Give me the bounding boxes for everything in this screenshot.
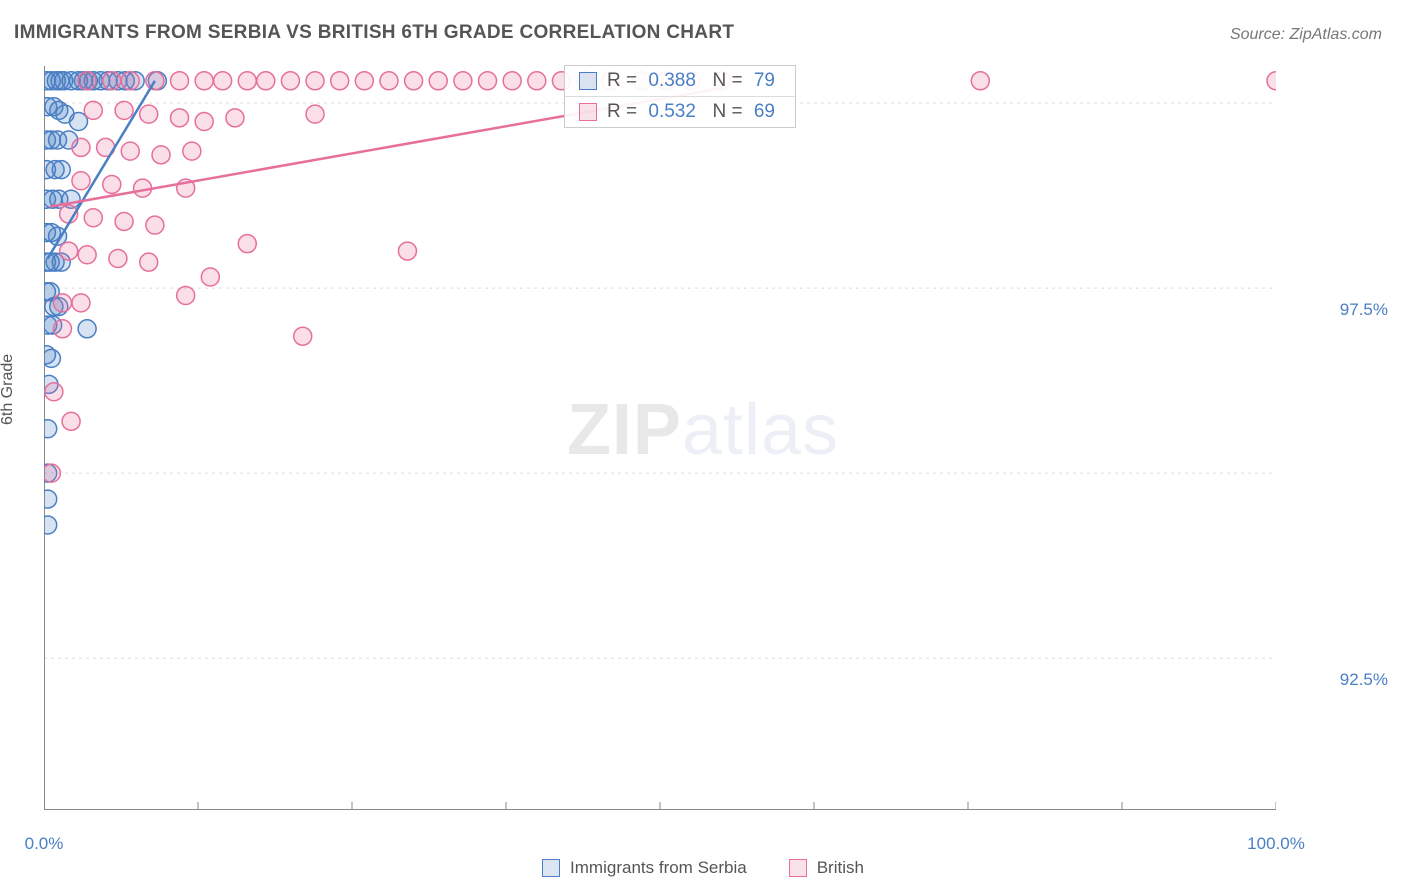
correlation-row: R = 0.532 N = 69 [565,96,795,127]
legend-label: British [817,858,864,878]
legend-swatch [579,72,597,90]
correlation-row: R = 0.388 N = 79 [565,66,795,96]
legend-label: Immigrants from Serbia [570,858,747,878]
y-tick-label: 92.5% [1340,670,1388,690]
x-tick-label: 0.0% [25,834,64,854]
x-tick-label: 100.0% [1247,834,1305,854]
plot-area [44,66,1276,810]
series-legend: Immigrants from Serbia British [0,858,1406,878]
legend-swatch [579,103,597,121]
source-label: Source: ZipAtlas.com [1230,26,1382,44]
scatter-svg [44,66,1276,810]
legend-item: British [789,858,864,878]
y-axis-label: 6th Grade [0,354,17,425]
legend-swatch [789,859,807,877]
correlation-legend: R = 0.388 N = 79R = 0.532 N = 69 [564,65,796,128]
legend-swatch [542,859,560,877]
y-tick-label: 97.5% [1340,300,1388,320]
chart-title: IMMIGRANTS FROM SERBIA VS BRITISH 6TH GR… [14,22,734,44]
legend-item: Immigrants from Serbia [542,858,747,878]
